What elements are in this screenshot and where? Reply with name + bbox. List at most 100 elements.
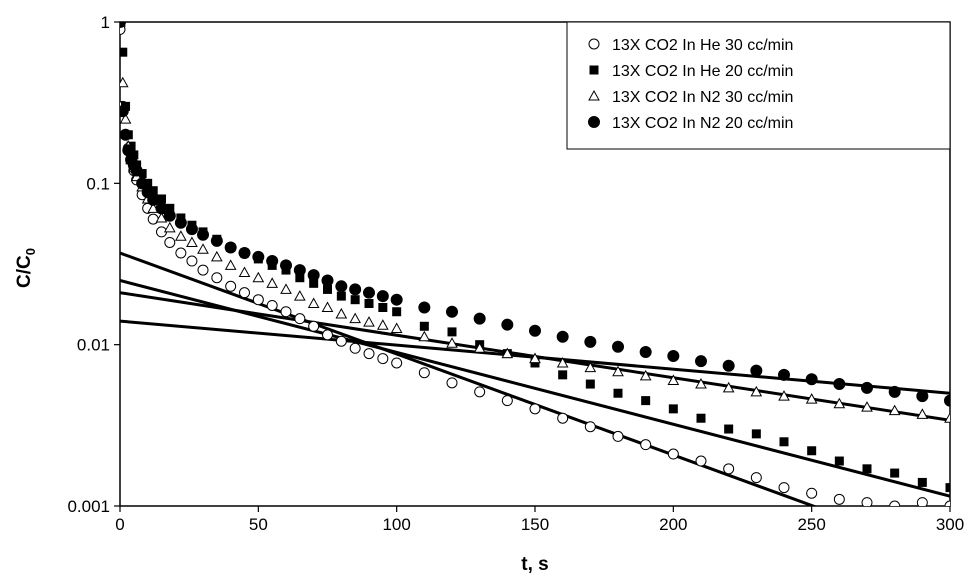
- data-point: [336, 291, 346, 301]
- legend-marker: [589, 65, 599, 75]
- legend-marker: [588, 38, 600, 50]
- data-point: [378, 302, 388, 312]
- data-point: [238, 246, 251, 259]
- data-point: [833, 397, 846, 409]
- data-point: [137, 169, 147, 179]
- data-point: [224, 259, 237, 270]
- data-point: [833, 493, 845, 505]
- data-point: [584, 361, 597, 373]
- data-point: [197, 264, 209, 276]
- data-point: [392, 307, 402, 317]
- data-point: [308, 320, 320, 332]
- data-point: [501, 318, 514, 331]
- data-point: [197, 228, 209, 241]
- data-point: [418, 301, 431, 314]
- data-point: [861, 497, 873, 506]
- data-point: [584, 421, 596, 433]
- data-point: [186, 236, 198, 247]
- data-point: [363, 316, 375, 327]
- data-point: [585, 379, 595, 389]
- data-point: [556, 356, 569, 368]
- data-point: [944, 500, 950, 506]
- data-point: [474, 386, 486, 398]
- data-point: [446, 337, 458, 348]
- data-point: [778, 482, 790, 494]
- data-point: [266, 277, 279, 288]
- data-point: [390, 322, 403, 333]
- data-point: [163, 221, 176, 233]
- legend-label: 13X CO2 In N2 30 cc/min: [612, 89, 793, 106]
- data-point: [280, 259, 292, 272]
- data-point: [147, 193, 160, 206]
- data-point: [418, 367, 430, 379]
- data-point: [888, 385, 901, 398]
- data-point: [695, 378, 707, 389]
- data-point: [280, 306, 292, 318]
- data-point: [164, 236, 176, 248]
- y-tick-label: 0.001: [67, 497, 110, 516]
- data-point: [805, 393, 818, 404]
- data-point: [419, 321, 429, 331]
- data-point: [612, 340, 624, 353]
- data-point: [639, 346, 652, 359]
- data-point: [210, 250, 223, 262]
- data-point: [120, 76, 129, 88]
- y-tick-label: 1: [101, 13, 110, 32]
- data-point: [558, 370, 568, 380]
- x-tick-label: 250: [797, 515, 825, 534]
- series-4: [120, 22, 950, 407]
- data-point: [335, 280, 348, 293]
- data-point: [391, 357, 403, 369]
- data-point: [211, 272, 223, 284]
- legend-marker: [588, 116, 600, 128]
- data-point: [224, 241, 237, 254]
- data-point: [186, 255, 198, 267]
- data-point: [641, 396, 651, 406]
- data-point: [239, 287, 250, 299]
- data-point: [376, 290, 389, 303]
- series-layer: [120, 22, 950, 506]
- data-point: [556, 330, 569, 343]
- y-tick-label: 0.01: [77, 336, 110, 355]
- x-tick-label: 0: [115, 515, 124, 534]
- data-point: [668, 404, 678, 414]
- data-point: [473, 312, 486, 325]
- data-point: [185, 223, 198, 236]
- data-point: [175, 230, 187, 241]
- data-point: [155, 202, 168, 215]
- data-point: [307, 269, 320, 282]
- data-point: [335, 307, 348, 319]
- data-point: [130, 164, 143, 177]
- legend-item: 13X CO2 In N2 20 cc/min: [588, 115, 793, 132]
- data-point: [210, 234, 223, 247]
- data-point: [806, 487, 818, 499]
- data-point: [266, 299, 278, 311]
- data-point: [834, 456, 844, 466]
- legend-box: [566, 21, 951, 150]
- legend-label: 13X CO2 In He 30 cc/min: [612, 37, 793, 54]
- data-point: [750, 364, 763, 377]
- data-point: [377, 353, 389, 365]
- data-point: [667, 374, 680, 385]
- data-point: [174, 216, 187, 229]
- data-point: [307, 297, 320, 308]
- data-point: [916, 390, 929, 403]
- data-point: [723, 463, 735, 475]
- data-point: [163, 209, 176, 222]
- data-point: [295, 273, 305, 283]
- data-point: [390, 293, 403, 306]
- data-point: [364, 298, 374, 308]
- data-point: [916, 408, 929, 419]
- data-point: [639, 369, 652, 381]
- data-point: [944, 412, 950, 423]
- data-point: [640, 439, 652, 451]
- data-point: [722, 381, 735, 393]
- x-tick-label: 300: [936, 515, 964, 534]
- legend-item: 13X CO2 In He 20 cc/min: [589, 63, 793, 80]
- data-point: [529, 352, 541, 364]
- data-point: [916, 497, 928, 506]
- data-point: [120, 22, 126, 28]
- data-point: [529, 324, 541, 337]
- data-point: [175, 247, 187, 259]
